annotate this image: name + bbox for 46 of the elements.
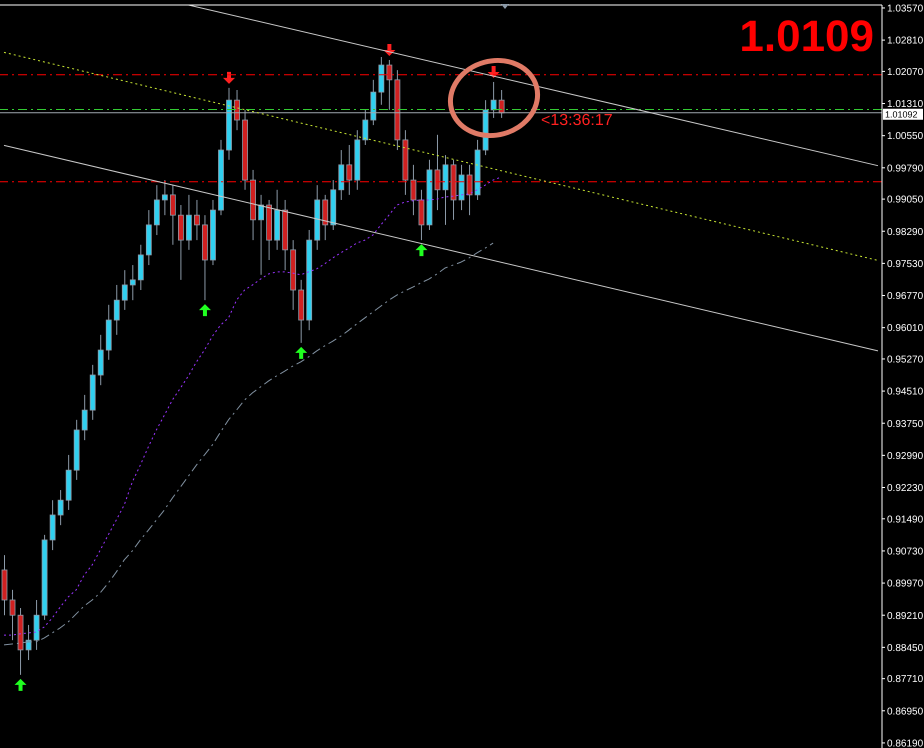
- y-tick-label: 0.92990: [887, 450, 924, 462]
- candlestick: [362, 109, 368, 146]
- y-tick-label: 0.99790: [887, 163, 924, 174]
- candlestick: [258, 194, 264, 276]
- candlestick: [410, 164, 416, 216]
- candlestick: [58, 490, 64, 526]
- annotation: <13:36:17: [541, 112, 613, 130]
- y-tick-label: 0.86950: [887, 706, 924, 718]
- y-tick-label: 0.97530: [887, 258, 924, 270]
- y-tick-label: 0.96770: [887, 291, 924, 302]
- y-tick-label: 0.87710: [887, 674, 924, 686]
- y-tick-label: 0.88450: [887, 642, 924, 654]
- y-tick-label: 0.89210: [887, 610, 924, 622]
- y-tick-label: 0.95270: [887, 354, 924, 366]
- y-tick-label: 0.93750: [887, 418, 924, 430]
- candlestick: [386, 59, 392, 110]
- y-tick-label: 0.99050: [887, 194, 924, 206]
- y-tick-label: 1.03570: [887, 4, 924, 15]
- y-tick-label: 0.91490: [887, 514, 924, 526]
- y-tick-label: 0.86190: [887, 738, 924, 748]
- candlestick: [466, 164, 472, 216]
- candlestick: [114, 284, 120, 336]
- candlestick: [82, 394, 88, 441]
- y-tick-label: 0.98290: [887, 226, 924, 238]
- ref-line-label: 1.01092: [885, 110, 918, 120]
- candlestick: [122, 270, 128, 310]
- candlestick: [162, 180, 168, 216]
- candlestick: [234, 90, 240, 131]
- candlestick: [498, 90, 505, 118]
- candlestick: [434, 134, 440, 211]
- y-tick-label: 0.94510: [887, 386, 924, 398]
- chart-title: 1.0109: [739, 12, 874, 62]
- candlestick: [130, 264, 136, 301]
- candlestick: [346, 144, 352, 196]
- y-tick-label: 0.90730: [887, 546, 924, 558]
- y-tick-label: 0.92230: [887, 483, 924, 494]
- y-tick-label: 0.96010: [887, 323, 924, 334]
- y-tick-label: 1.02070: [887, 66, 924, 78]
- candlestick: [194, 199, 200, 241]
- candlestick: [10, 589, 16, 641]
- y-tick-label: 1.01310: [887, 99, 924, 110]
- candlestick: [490, 81, 497, 118]
- y-tick-label: 0.89970: [887, 578, 924, 590]
- y-tick-label: 1.02810: [887, 36, 924, 47]
- candlestick: [170, 184, 176, 246]
- y-tick-label: 1.00550: [887, 131, 924, 142]
